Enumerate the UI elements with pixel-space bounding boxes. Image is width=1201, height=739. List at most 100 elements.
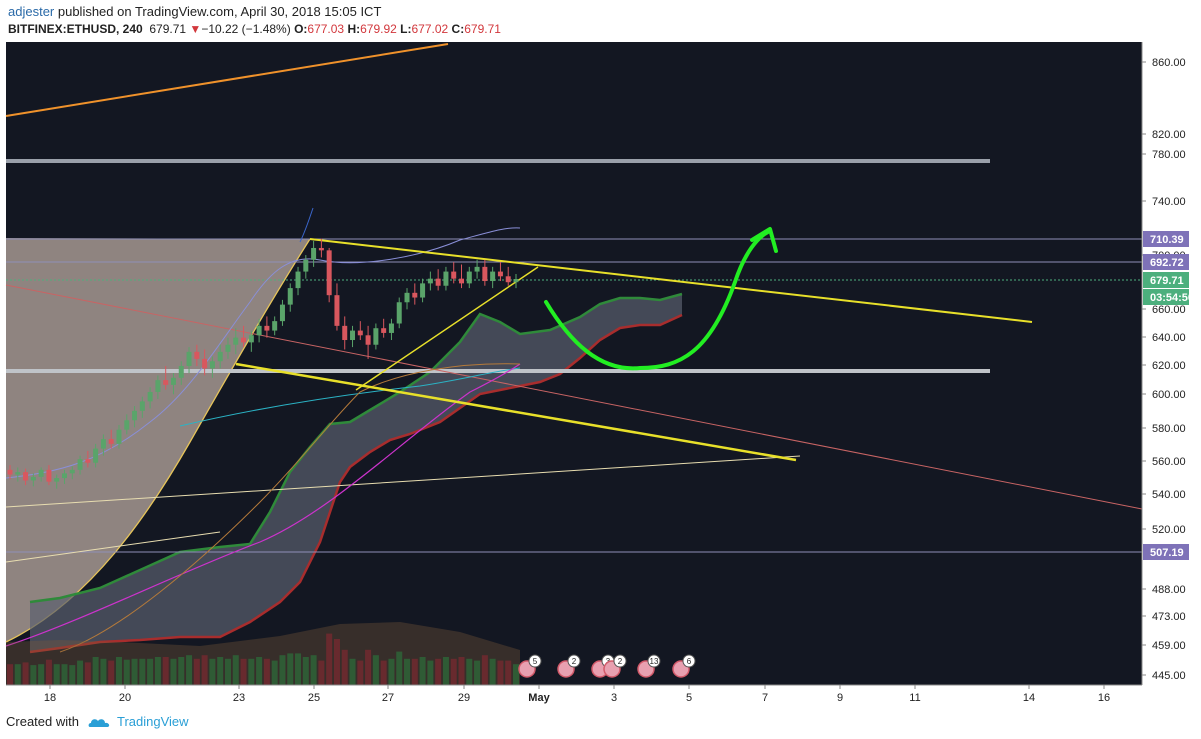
- volume-bar: [7, 664, 13, 685]
- volume-bar: [209, 658, 216, 685]
- candle-body: [295, 271, 301, 289]
- candle-body: [155, 380, 161, 392]
- volume-bar: [271, 660, 278, 685]
- candle-body: [217, 351, 223, 362]
- event-badge[interactable]: 2: [603, 654, 627, 678]
- time-tick-label: 16: [1098, 692, 1110, 704]
- candle-body: [23, 472, 29, 481]
- volume-bar: [108, 660, 115, 685]
- volume-bar: [365, 649, 372, 685]
- volume-bar: [481, 655, 488, 685]
- candle-body: [279, 304, 285, 322]
- price-tick-label: 473.00: [1152, 611, 1186, 623]
- time-axis[interactable]: 18 20 23 25 27 29 May 3 5 7 9 11 14 16: [6, 684, 1142, 704]
- ema-brown: [59, 363, 521, 653]
- volume-bar: [435, 658, 442, 685]
- ichimoku-cloud: [30, 294, 682, 652]
- open-label: O:: [294, 22, 308, 36]
- volume-bar: [302, 657, 309, 685]
- volume-bar: [162, 657, 169, 685]
- event-badge[interactable]: 2: [557, 654, 581, 678]
- candle-body: [357, 330, 363, 336]
- price-tag-label: 507.19: [1150, 547, 1184, 559]
- candle-body: [459, 278, 465, 284]
- volume-bar: [442, 657, 449, 685]
- candle-body: [248, 335, 254, 343]
- price-change: −10.22 (−1.48%): [201, 22, 291, 36]
- badge-count-label: 5: [533, 657, 538, 666]
- candle-body: [490, 271, 496, 282]
- price-tag-box: [1143, 254, 1189, 270]
- ohlc-line: BITFINEX:ETHUSD, 240 679.71 ▼−10.22 (−1.…: [8, 22, 501, 36]
- volume-bar: [14, 664, 21, 685]
- volume-bar: [474, 660, 481, 685]
- volume-bar: [38, 664, 45, 685]
- candle-body: [342, 325, 348, 341]
- volume-bar: [372, 655, 379, 685]
- time-tick-label: 27: [382, 692, 394, 704]
- price-chart[interactable]: 5232136 860.00820.00780.00740.00700.0066…: [0, 42, 1201, 706]
- candle-body: [225, 344, 231, 352]
- volume-bar: [240, 658, 247, 685]
- candle-body: [93, 448, 99, 463]
- time-tick-label: 23: [233, 692, 245, 704]
- volume-bar: [84, 662, 91, 685]
- wedge-upper-line: [309, 238, 1033, 323]
- rising-trendline: [5, 455, 801, 508]
- tradingview-link[interactable]: TradingView: [117, 714, 189, 729]
- badge-count-label: 2: [618, 657, 623, 666]
- time-tick-label: 9: [837, 692, 843, 704]
- volume-bar: [318, 660, 325, 685]
- volume-bar: [139, 658, 146, 685]
- badge-count-label: 2: [572, 657, 577, 666]
- volume-bar: [77, 660, 84, 685]
- orange-trendline: [5, 43, 449, 117]
- candle-body: [264, 325, 270, 331]
- event-badge[interactable]: 6: [672, 654, 696, 678]
- candle-body: [435, 278, 441, 286]
- price-axis[interactable]: 860.00820.00780.00740.00700.00660.00640.…: [1141, 42, 1186, 685]
- candle-body: [209, 361, 215, 369]
- volume-bar: [115, 657, 122, 685]
- candle-body: [404, 292, 410, 303]
- footer: Created with TradingView: [0, 706, 1201, 739]
- ema-magenta: [5, 363, 521, 647]
- publish-line: adjester published on TradingView.com, A…: [8, 4, 381, 19]
- candle-body: [497, 271, 503, 277]
- price-tag-label: 692.72: [1150, 257, 1184, 269]
- candle-body: [412, 292, 418, 298]
- wedge-lower-line: [235, 362, 797, 462]
- price-tick-label: 620.00: [1152, 360, 1186, 372]
- volume-bar: [295, 653, 302, 685]
- event-badge[interactable]: 13: [637, 654, 661, 678]
- high-label: H:: [347, 22, 361, 36]
- candle-body: [170, 377, 176, 385]
- volume-bar: [69, 665, 76, 685]
- candle-body: [303, 259, 309, 272]
- volume-bar: [53, 664, 60, 685]
- badge-count-label: 6: [687, 657, 692, 666]
- candle-body: [373, 328, 379, 345]
- close-value: 679.71: [464, 22, 501, 36]
- symbol-label[interactable]: BITFINEX:ETHUSD, 240: [8, 22, 143, 36]
- candle-body: [427, 278, 433, 284]
- event-badge[interactable]: 5: [518, 654, 542, 678]
- price-tick-label: 540.00: [1152, 489, 1186, 501]
- candlesticks: [7, 238, 519, 489]
- price-tick-label: 780.00: [1152, 149, 1186, 161]
- volume-bar: [497, 660, 504, 685]
- volume-bar: [147, 658, 154, 685]
- volume-bar: [92, 657, 99, 685]
- bollinger-spike: [299, 207, 314, 243]
- price-tag-box: [1143, 231, 1189, 247]
- price-tick-label: 820.00: [1152, 129, 1186, 141]
- ema-cyan: [179, 367, 521, 427]
- volume-bar: [201, 655, 208, 685]
- volume-bar: [466, 658, 473, 685]
- volume-bar: [178, 657, 185, 685]
- author-link[interactable]: adjester: [8, 4, 55, 19]
- volume-bar: [45, 659, 52, 685]
- candle-body: [396, 302, 402, 324]
- candle-body: [202, 358, 208, 369]
- candle-body: [326, 250, 332, 296]
